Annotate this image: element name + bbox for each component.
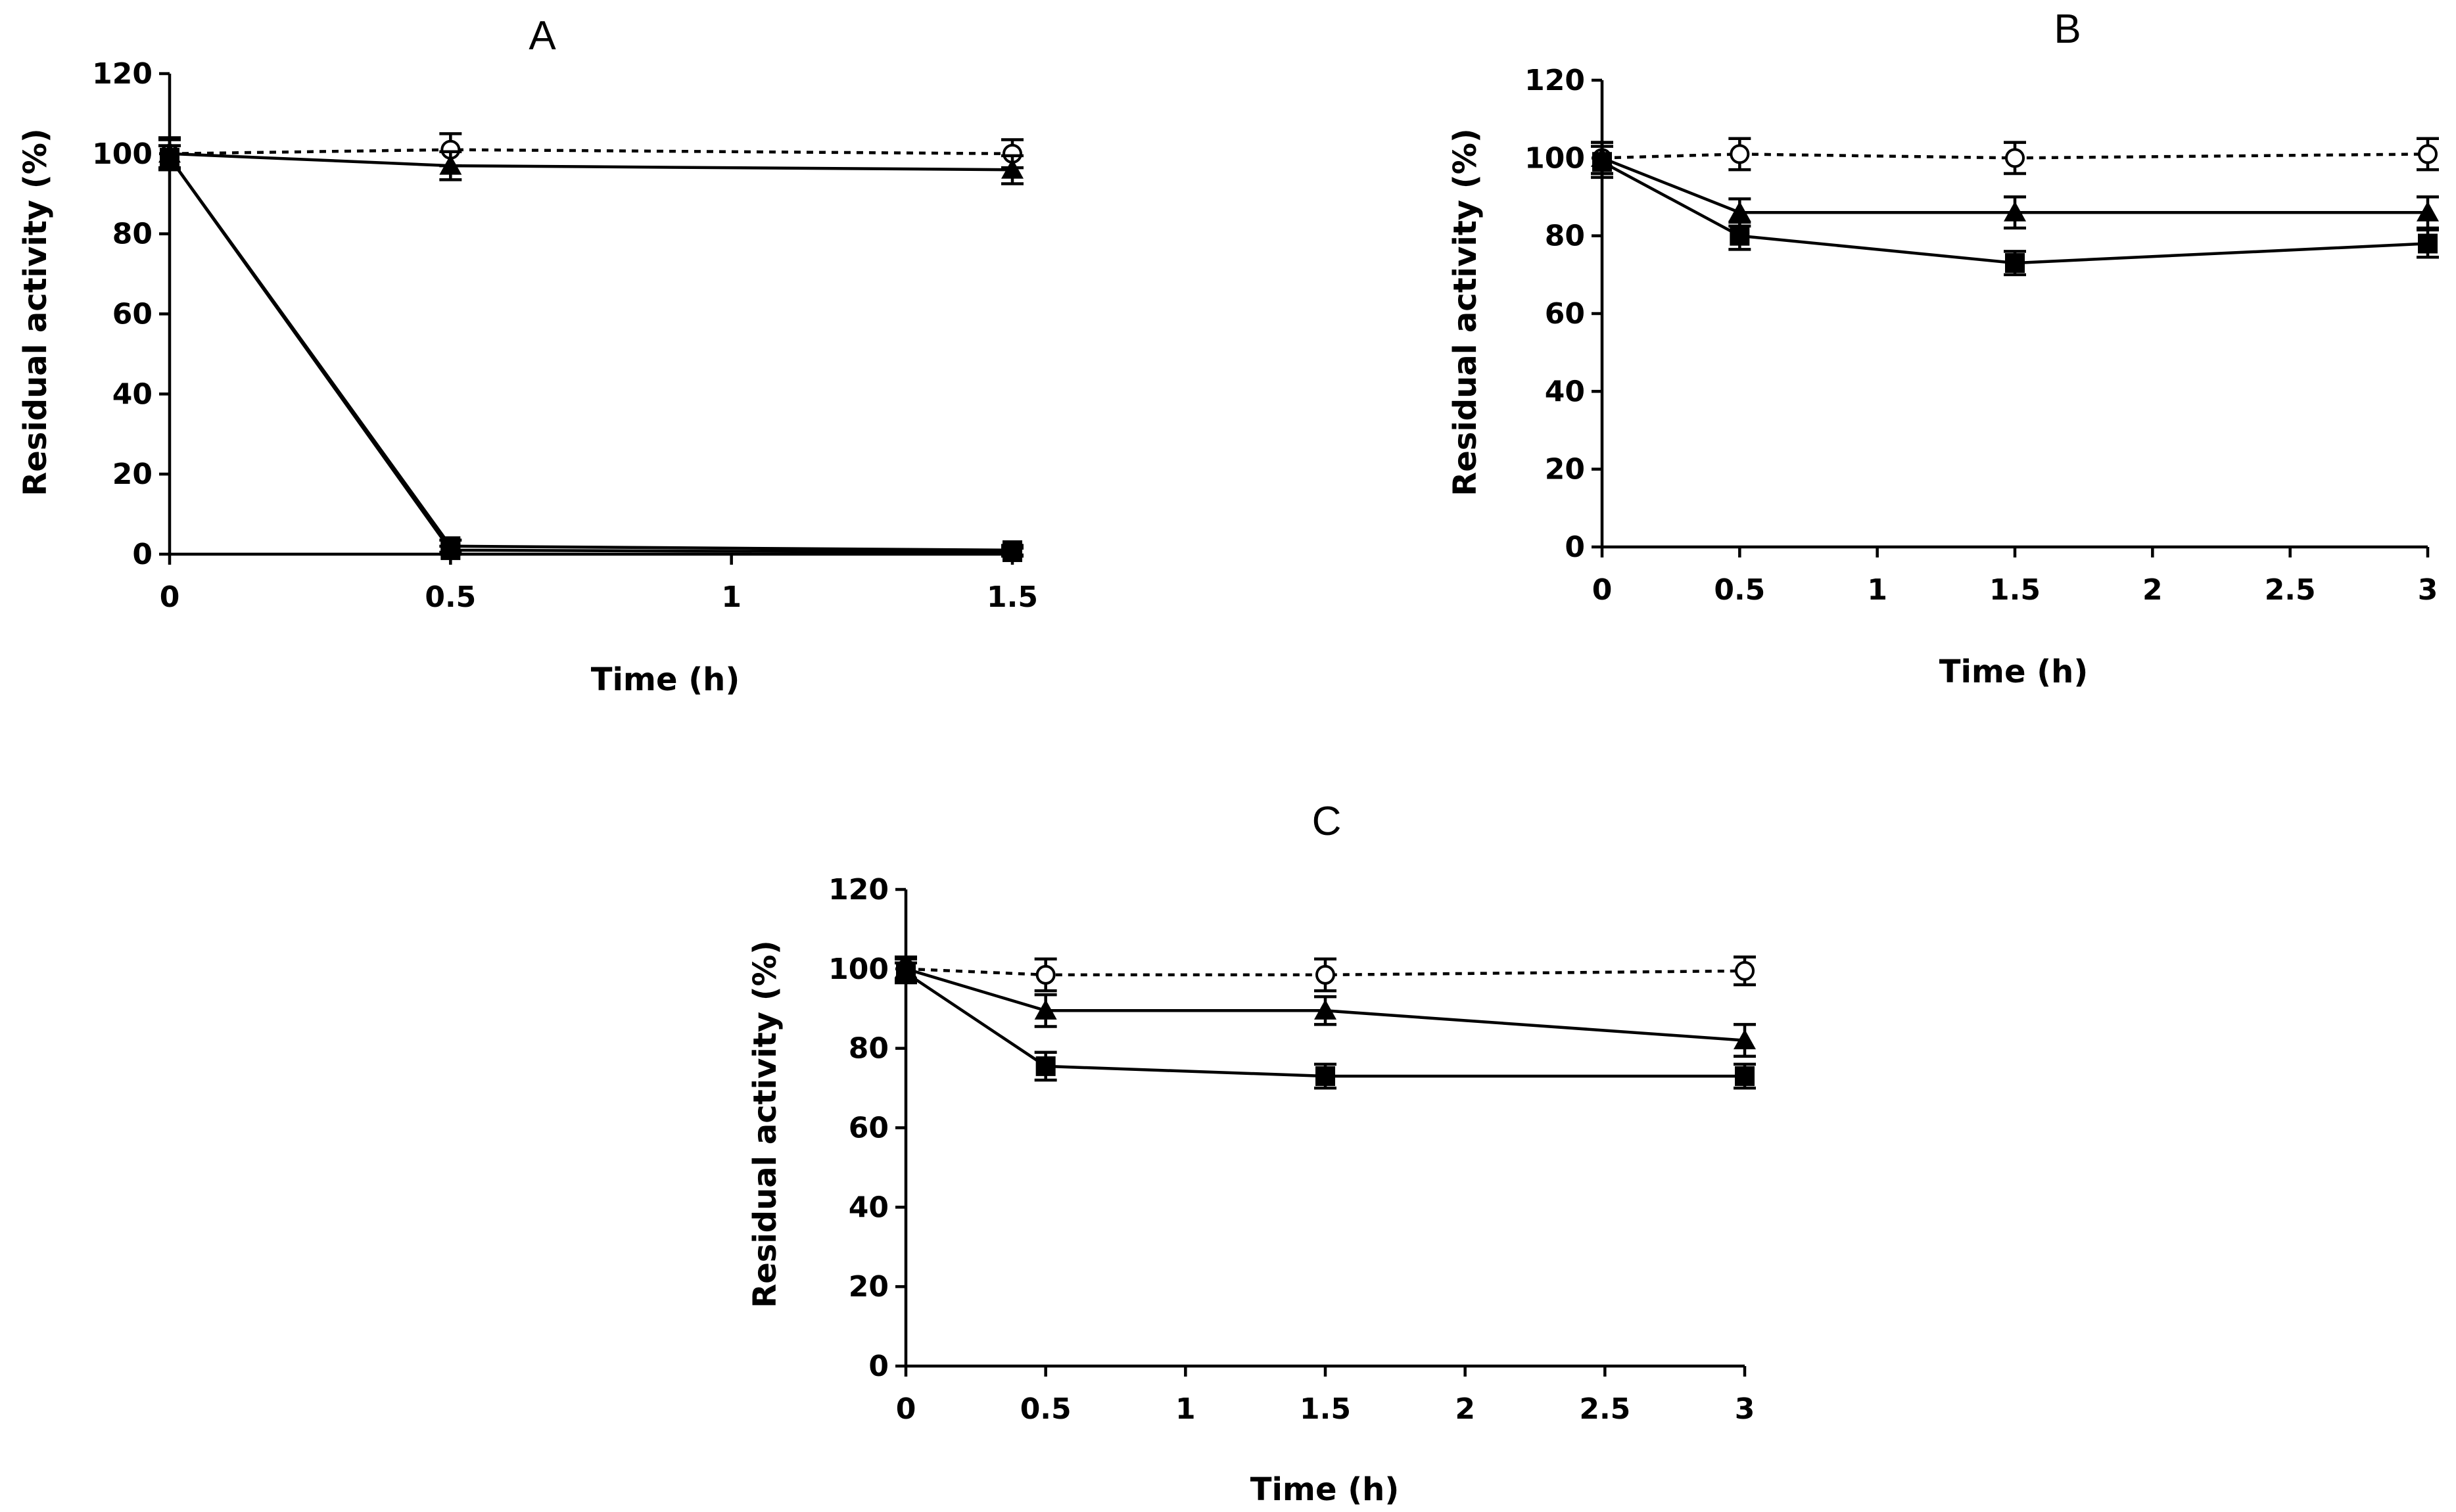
panel-b-y-tick-label: 60 (1545, 297, 1585, 331)
panel-a-data-point-square (160, 147, 179, 168)
panel-b-x-tick-label: 3 (2418, 573, 2438, 607)
panel-a: A Time (h) Residual activity (%) 0 20 40 60… (17, 13, 1038, 698)
panel-c-data-point-triangle (1734, 1029, 1756, 1050)
panel-b-series-square-line (1601, 160, 2428, 265)
panel-b: B Time (h) Residual activity (%) 0204060… (1447, 7, 2439, 690)
panel-b-x-tick-label: 1.5 (1989, 573, 2041, 607)
panel-c-data-point-square (896, 962, 916, 983)
panel-b-y-tick-label: 0 (1565, 531, 1585, 564)
panel-b-y-tick-label: 100 (1524, 141, 1585, 175)
panel-b-data-point-triangle (2004, 201, 2026, 222)
panel-c-series-circle-open-line (905, 967, 1745, 977)
panel-c-y-tick-label: 60 (849, 1112, 889, 1145)
panel-c-y-tick-label: 80 (849, 1032, 889, 1066)
panel-c-data-point-circle (1315, 964, 1335, 985)
panel-a-data-point-triangle (439, 154, 462, 175)
panel-c-data-point-circle (1035, 964, 1056, 985)
panel-c-data-point-square (1035, 1056, 1056, 1076)
panel-b-data-point-triangle (2417, 201, 2439, 222)
panel-a-y-axis-title: Residual activity (%) (17, 128, 54, 496)
panel-b-x-tick-label: 0 (1592, 573, 1613, 607)
panel-b-data-point-square (2418, 233, 2438, 254)
panel-c-y-tick-label: 0 (868, 1350, 889, 1383)
panel-c-data-point-circle (1735, 960, 1755, 981)
panel-c-letter: C (1312, 799, 1342, 844)
panel-b-y-tick-label: 20 (1545, 453, 1585, 486)
panel-c-x-tick-label: 3 (1735, 1392, 1755, 1426)
panel-a-y-tick-label: 60 (112, 298, 153, 331)
panel-a-y-tick-label: 20 (112, 458, 153, 491)
panel-c-series-triangle-line (905, 967, 1745, 1042)
panel-b-letter: B (2054, 7, 2081, 52)
panel-b-data-point-square (1730, 225, 1750, 246)
panel-b-data-point-triangle (1728, 201, 1751, 222)
panel-a-x-tick-label: 0 (160, 580, 180, 614)
panel-c-x-tick-label: 1.5 (1300, 1392, 1351, 1426)
panel-c-y-tick-label: 20 (849, 1270, 889, 1304)
panel-a-x-tick-label: 1 (721, 580, 742, 614)
panel-a-data-point-square (440, 540, 461, 560)
panel-b-data-point-circle (1730, 144, 1750, 164)
panel-b-x-axis-title: Time (h) (1939, 653, 2089, 690)
panel-b-data-point-circle (2005, 148, 2025, 168)
panel-b-y-axis-title: Residual activity (%) (1447, 128, 1484, 496)
panel-b-data-point-square (2005, 253, 2025, 273)
panel-c-x-tick-label: 0 (896, 1392, 916, 1426)
panel-c-data-point-square (1315, 1066, 1335, 1086)
panel-c-x-tick-label: 2.5 (1579, 1392, 1630, 1426)
panel-c-x-tick-label: 0.5 (1020, 1392, 1072, 1426)
panel-c-y-axis-title: Residual activity (%) (747, 940, 784, 1308)
panel-c-data-point-square (1735, 1066, 1755, 1086)
panel-c-data-point-triangle (1034, 999, 1057, 1020)
panel-b-y-tick-label: 40 (1545, 375, 1585, 408)
panel-c-y-tick-label: 40 (849, 1191, 889, 1224)
panel-c-x-tick-label: 2 (1455, 1392, 1475, 1426)
panel-b-x-tick-label: 2.5 (2265, 573, 2316, 607)
panel-b-x-tick-label: 0.5 (1714, 573, 1765, 607)
panel-b-data-point-circle (2418, 144, 2438, 164)
panel-c-x-tick-label: 1 (1175, 1392, 1196, 1426)
panel-a-x-axis-title: Time (h) (591, 661, 740, 698)
panel-b-x-tick-label: 1 (1867, 573, 1887, 607)
panel-a-y-tick-label: 120 (92, 57, 153, 91)
panel-b-y-tick-label: 80 (1545, 220, 1585, 253)
panel-a-letter: A (529, 13, 556, 59)
panel-c-series-square-line (905, 972, 1745, 1078)
panel-b-series-triangle-line (1601, 156, 2428, 214)
panel-c-y-tick-label: 100 (828, 953, 889, 986)
panel-c-data-point-triangle (1314, 999, 1336, 1020)
panel-a-y-tick-label: 100 (92, 137, 153, 171)
panel-b-y-tick-label: 120 (1524, 64, 1585, 97)
panel-c-x-axis-title: Time (h) (1250, 1471, 1400, 1508)
panel-c-y-tick-label: 120 (828, 873, 889, 907)
panel-a-data-point-square (1003, 542, 1022, 562)
panel-b-data-point-square (1592, 152, 1612, 172)
panel-b-x-tick-label: 2 (2142, 573, 2163, 607)
panel-a-x-tick-label: 1.5 (987, 580, 1038, 614)
panel-a-data-point-triangle (1001, 158, 1024, 179)
panel-a-y-tick-label: 80 (112, 218, 153, 251)
panel-a-x-tick-label: 0.5 (425, 580, 476, 614)
panel-c: C Time (h) Residual activity (%) 0204060… (747, 799, 1756, 1508)
panel-b-series-circle-open-line (1601, 153, 2428, 160)
panel-a-y-tick-label: 0 (132, 538, 153, 571)
panel-a-y-tick-label: 40 (112, 377, 153, 411)
